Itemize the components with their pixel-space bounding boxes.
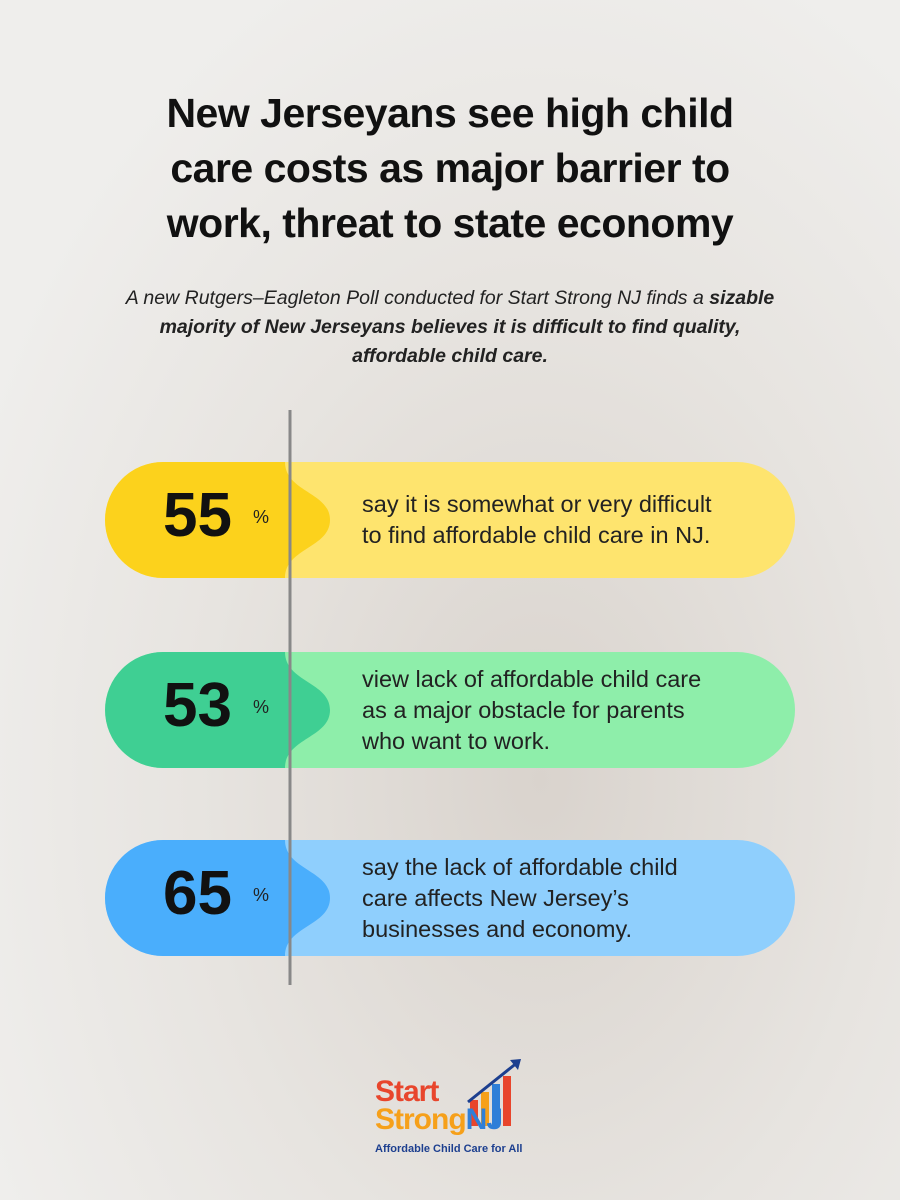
- pill-accent: [105, 652, 331, 768]
- pill-accent: [105, 462, 330, 578]
- logo-word: Strong: [375, 1103, 467, 1136]
- logo: Start StrongNJ: [375, 1075, 503, 1136]
- stat-unit: %: [253, 507, 270, 527]
- stat-value: 55: [163, 481, 232, 550]
- title-line: care costs as major barrier to: [170, 145, 730, 191]
- stat-unit: %: [253, 697, 270, 717]
- stat-text: businesses and economy.: [362, 915, 632, 942]
- logo-word: Start: [375, 1075, 439, 1108]
- intro-text: A new Rutgers–Eagleton Poll conducted fo…: [125, 287, 710, 309]
- stat-text: say it is somewhat or very difficult: [362, 491, 712, 517]
- stat-text: say the lack of affordable child: [362, 853, 678, 880]
- stat-text: view lack of affordable child care: [362, 665, 702, 692]
- logo-tagline: Affordable Child Care for All: [375, 1143, 523, 1155]
- logo-word: NJ: [465, 1103, 503, 1136]
- stat-unit: %: [253, 885, 270, 905]
- stat-text: to find affordable child care in NJ.: [362, 522, 711, 548]
- logo-bars: [467, 1059, 521, 1126]
- intro-bold: sizable majority of New Jerseyans believ…: [159, 287, 775, 367]
- stat-text: who want to work.: [362, 727, 551, 754]
- title-line: work, threat to state economy: [166, 200, 734, 246]
- pill-accent: [105, 840, 330, 956]
- title: New Jerseyans see high child care costs a…: [0, 86, 900, 251]
- stat-value: 65: [163, 859, 232, 928]
- stat-text: as a major obstacle for parents: [362, 696, 685, 723]
- stat-text: care affects New Jersey’s: [362, 884, 629, 911]
- stat-value: 53: [163, 671, 232, 740]
- title-line: New Jerseyans see high child: [166, 90, 734, 136]
- intro: A new Rutgers–Eagleton Poll conducted fo…: [120, 284, 780, 371]
